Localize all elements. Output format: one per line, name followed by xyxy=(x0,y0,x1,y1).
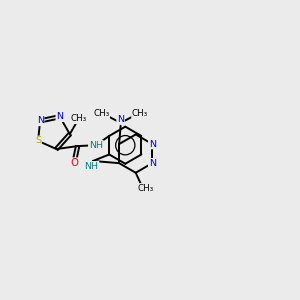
Text: CH₃: CH₃ xyxy=(132,110,148,118)
Text: N: N xyxy=(56,112,63,121)
Text: CH₃: CH₃ xyxy=(138,184,154,193)
Text: O: O xyxy=(70,158,78,168)
Text: NH: NH xyxy=(89,141,103,150)
Text: N: N xyxy=(149,159,156,168)
Text: NH: NH xyxy=(85,162,99,171)
Text: CH₃: CH₃ xyxy=(93,110,109,118)
Text: N: N xyxy=(117,115,124,124)
Text: N: N xyxy=(37,116,44,125)
Text: CH₃: CH₃ xyxy=(71,114,87,123)
Text: S: S xyxy=(35,136,41,146)
Text: N: N xyxy=(149,140,156,148)
